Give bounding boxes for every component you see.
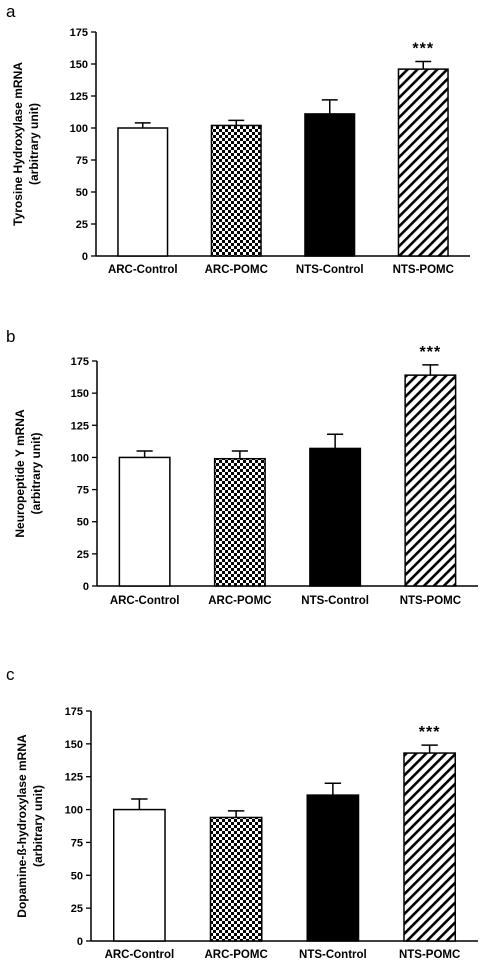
y-tick-label: 100	[65, 805, 83, 817]
category-label: NTS-POMC	[393, 264, 454, 276]
y-axis-label: Tyrosine Hydroxylase mRNA	[11, 62, 25, 226]
y-tick-label: 25	[77, 549, 89, 561]
bar-nts-pomc	[397, 68, 449, 257]
y-axis-sublabel: (arbitrary unit)	[27, 103, 41, 185]
y-tick-label: 125	[70, 91, 88, 103]
y-tick-label: 75	[76, 155, 88, 167]
y-tick-label: 150	[70, 59, 88, 71]
bar-arc-control	[118, 456, 171, 587]
bar-chart-b: 0 25 50 75 100 125 150 175 Neuropeptide Y mRNA (a…	[13, 344, 478, 607]
category-label: NTS-Control	[301, 595, 369, 607]
bar-arc-pomc	[209, 816, 263, 942]
category-label: ARC-Control	[108, 264, 178, 276]
panel-label: a	[6, 2, 16, 21]
y-axis-sublabel: (arbitrary unit)	[29, 432, 43, 514]
y-tick-label: 75	[77, 485, 89, 497]
significance-marker: ***	[412, 40, 434, 57]
y-tick-label: 25	[76, 219, 88, 231]
bar-nts-control	[309, 447, 362, 587]
y-tick-label: 175	[65, 706, 83, 718]
bar-nts-pomc	[404, 374, 457, 587]
chart-panel-c: c 0 25 50 75 100 125 150 175 Dopamine-ß-hydroxyl…	[0, 663, 492, 963]
y-tick-label: 100	[71, 452, 89, 464]
y-tick-label: 175	[71, 356, 89, 368]
y-tick-label: 75	[71, 837, 83, 849]
chart-panel-b: b 0 25 50 75 100 125 150 175 Neuropeptide Y mRNA…	[0, 325, 492, 625]
y-tick-label: 0	[83, 581, 89, 593]
y-axis-label: Dopamine-ß-hydroxylase mRNA	[15, 734, 29, 918]
y-tick-label: 0	[77, 936, 83, 948]
bar-arc-pomc	[210, 124, 262, 257]
bar-chart-c: 0 25 50 75 100 125 150 175 Dopamine-ß-hydroxylas…	[15, 706, 478, 961]
bar-arc-control	[117, 127, 169, 257]
y-tick-label: 0	[82, 251, 88, 263]
bar-nts-control	[306, 794, 360, 942]
category-label: ARC-POMC	[205, 949, 268, 961]
y-tick-label: 50	[77, 517, 89, 529]
y-axis-sublabel: (arbitrary unit)	[31, 785, 45, 867]
bar-nts-control	[304, 113, 356, 257]
category-label: ARC-POMC	[205, 264, 268, 276]
y-tick-label: 150	[71, 388, 89, 400]
y-tick-label: 100	[70, 123, 88, 135]
category-label: NTS-Control	[296, 264, 364, 276]
bar-nts-pomc	[403, 752, 457, 942]
significance-marker: ***	[420, 344, 442, 361]
panel-label: b	[6, 327, 16, 346]
category-label: NTS-POMC	[400, 595, 461, 607]
y-tick-label: 50	[71, 870, 83, 882]
y-tick-label: 125	[65, 772, 83, 784]
y-axis-label: Neuropeptide Y mRNA	[13, 409, 27, 538]
bar-arc-pomc	[213, 457, 266, 587]
y-tick-label: 150	[65, 739, 83, 751]
chart-panel-a: a 0 25 50 75 100 125 150 175 Tyrosine Hydroxylas…	[0, 0, 492, 290]
category-label: ARC-POMC	[208, 595, 271, 607]
category-label: NTS-POMC	[399, 949, 460, 961]
bar-arc-control	[112, 808, 166, 942]
category-label: ARC-Control	[110, 595, 180, 607]
category-label: NTS-Control	[299, 949, 367, 961]
y-tick-label: 175	[70, 27, 88, 39]
y-tick-label: 125	[71, 420, 89, 432]
panel-label: c	[6, 665, 15, 684]
category-label: ARC-Control	[105, 949, 175, 961]
y-tick-label: 25	[71, 903, 83, 915]
y-tick-label: 50	[76, 187, 88, 199]
bar-chart-a: 0 25 50 75 100 125 150 175 Tyrosine Hydroxylase …	[11, 27, 470, 276]
significance-marker: ***	[419, 724, 441, 741]
